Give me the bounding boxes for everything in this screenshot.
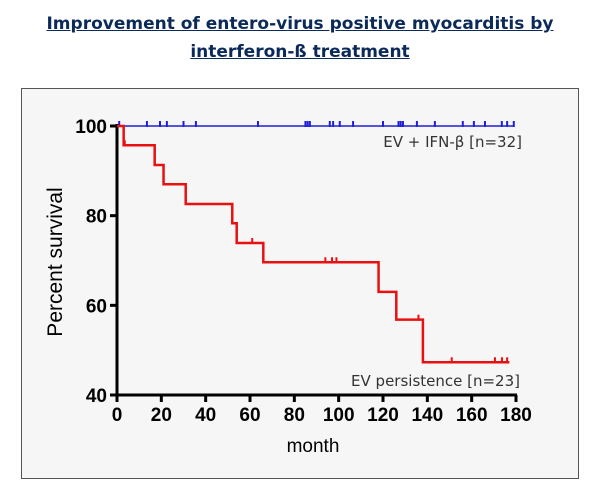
- chart-title: Improvement of entero-virus positive myo…: [0, 10, 600, 66]
- legend-ev-persistence: EV persistence [n=23]: [351, 372, 520, 390]
- y-tick-label: 40: [86, 386, 107, 407]
- x-tick-label: 140: [411, 405, 443, 426]
- x-tick-label: 120: [367, 405, 399, 426]
- x-tick-label: 80: [284, 405, 305, 426]
- y-axis-label: Percent survival: [44, 187, 67, 336]
- x-tick-label: 100: [323, 405, 355, 426]
- legend-ev-ifn: EV + IFN-β [n=32]: [383, 133, 522, 151]
- x-tick-label: 180: [500, 405, 532, 426]
- series-line-1: [117, 124, 510, 364]
- y-tick-label: 100: [75, 117, 107, 138]
- title-line-2: interferon-ß treatment: [190, 42, 410, 62]
- title-line-1: Improvement of entero-virus positive myo…: [46, 14, 554, 34]
- chart-frame: [21, 88, 579, 479]
- x-tick-label: 20: [151, 405, 172, 426]
- x-tick-label: 60: [239, 405, 260, 426]
- y-tick-label: 60: [86, 296, 107, 317]
- x-tick-label: 160: [456, 405, 488, 426]
- x-tick-label: 40: [195, 405, 216, 426]
- x-axis-label: month: [287, 436, 340, 457]
- x-tick-label: 0: [112, 405, 123, 426]
- y-tick-label: 80: [86, 207, 107, 228]
